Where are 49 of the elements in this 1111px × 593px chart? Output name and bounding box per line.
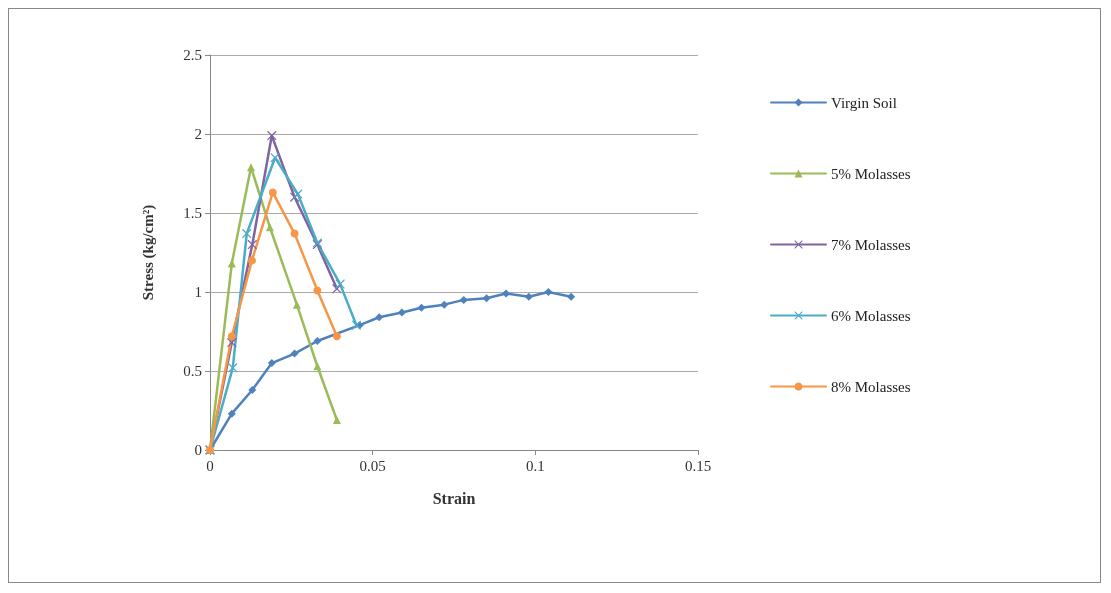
point <box>268 188 277 197</box>
point <box>544 288 553 296</box>
point <box>459 295 468 304</box>
point <box>397 308 406 317</box>
point <box>270 153 280 163</box>
point <box>375 313 384 322</box>
point <box>246 163 255 172</box>
legend-label: 7% Molasses <box>831 236 911 253</box>
point <box>267 359 276 368</box>
legend-label: 8% Molasses <box>831 378 911 395</box>
point <box>248 385 257 394</box>
y-tick-label: 0.5 <box>183 363 202 379</box>
point <box>227 409 236 418</box>
point <box>265 223 274 232</box>
y-tick-label: 1.5 <box>183 205 202 221</box>
legend-label: 5% Molasses <box>831 165 911 182</box>
point <box>417 303 426 312</box>
point <box>482 294 491 303</box>
x-tick-label: 0.05 <box>359 457 386 474</box>
point <box>227 332 236 341</box>
point <box>247 256 256 265</box>
x-tick-label: 0.15 <box>684 457 712 474</box>
point <box>567 292 576 301</box>
y-tick-label: 0 <box>194 442 202 458</box>
point <box>351 320 361 330</box>
point <box>227 259 236 268</box>
x-tick-label: 0.1 <box>525 457 545 474</box>
point <box>242 229 252 239</box>
x-axis-title: Strain <box>432 489 476 507</box>
y-axis-title: Stress (kg/cm²) <box>139 204 157 301</box>
point <box>502 289 511 298</box>
point <box>332 415 341 424</box>
legend-label: 6% Molasses <box>831 307 911 324</box>
point <box>292 300 301 309</box>
y-tick-label: 1 <box>194 284 202 300</box>
point <box>313 286 322 295</box>
point <box>524 292 533 301</box>
point <box>440 300 449 309</box>
point <box>290 349 299 358</box>
y-tick-label: 2.5 <box>183 47 202 63</box>
point <box>267 131 277 141</box>
x-tick-label: 0 <box>206 457 214 474</box>
point <box>290 229 299 238</box>
point <box>332 332 341 341</box>
point <box>313 336 322 345</box>
y-tick-label: 2 <box>194 126 202 142</box>
point <box>227 338 237 348</box>
point <box>247 240 257 250</box>
legend-label: Virgin Soil <box>831 94 897 111</box>
